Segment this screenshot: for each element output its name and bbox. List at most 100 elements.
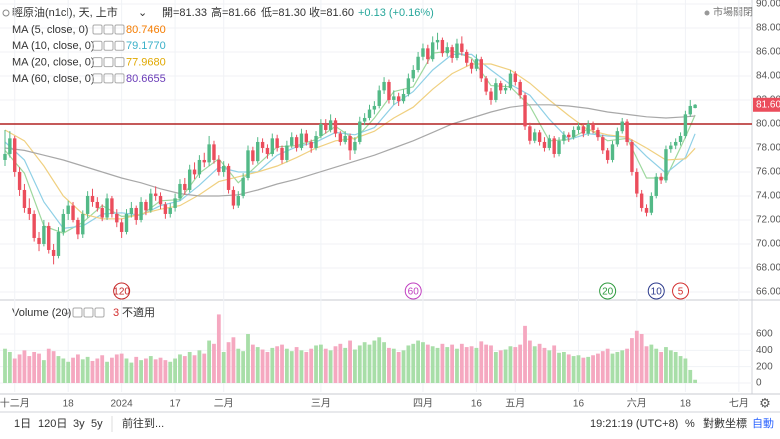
candle-body	[42, 225, 46, 244]
range-button[interactable]: 5y	[91, 418, 103, 430]
candle-body	[285, 145, 289, 160]
legend-icon[interactable]	[72, 307, 83, 318]
candle-body	[693, 104, 697, 108]
legend-icon[interactable]	[92, 73, 103, 84]
candle-body	[625, 121, 629, 142]
candle-body	[231, 189, 236, 206]
volume-bar	[309, 348, 314, 384]
volume-bar	[110, 357, 114, 384]
candle-body	[319, 123, 323, 136]
volume-bar	[474, 347, 479, 384]
x-tick-label: 三月	[311, 398, 331, 410]
legend-icon[interactable]	[114, 40, 125, 51]
legend-icon[interactable]	[103, 73, 114, 84]
goto-button[interactable]: 前往到...	[122, 416, 164, 430]
candle-body	[37, 237, 41, 244]
legend-icon[interactable]	[92, 57, 103, 68]
candle-body	[416, 56, 420, 70]
volume-bar	[328, 350, 333, 384]
candle-body	[328, 120, 333, 130]
volume-bar	[348, 340, 352, 384]
volume-bar	[168, 361, 173, 384]
legend-icon[interactable]	[103, 57, 114, 68]
volume-bar	[124, 358, 129, 384]
candle-body	[630, 141, 634, 172]
volume-bar	[275, 346, 280, 384]
candle-body	[173, 198, 177, 208]
volume-bar	[464, 347, 469, 384]
y-tick-label: 80.00	[756, 119, 780, 130]
period-marker	[599, 282, 617, 300]
log-toggle[interactable]: 對數坐標	[703, 416, 747, 430]
candle-body	[586, 123, 590, 134]
volume-bar	[197, 350, 202, 384]
candle-body	[129, 207, 134, 214]
ma-legend-value: 80.7460	[126, 24, 166, 36]
volume-bar	[498, 350, 503, 384]
volume-bar	[562, 351, 566, 384]
legend-icon[interactable]	[103, 40, 114, 51]
ma-legend-name[interactable]: MA (5, close, 0)	[12, 24, 88, 36]
ma-legend-name[interactable]: MA (10, close, 0)	[12, 40, 95, 52]
candle-body	[202, 159, 206, 163]
candle-body	[358, 121, 362, 142]
candle-body	[158, 195, 163, 205]
volume-bar	[207, 340, 212, 384]
legend-icon[interactable]	[114, 73, 125, 84]
candle-body	[61, 213, 66, 232]
legend-icon[interactable]	[103, 24, 114, 35]
volume-bar	[178, 354, 182, 384]
candle-body	[343, 135, 347, 142]
candle-body	[153, 193, 158, 196]
candle-body	[207, 144, 211, 163]
symbol[interactable]: 輕原油(n1cl), 天, 上市	[12, 5, 118, 19]
candle-body	[542, 141, 547, 148]
candle-body	[688, 105, 692, 115]
candle-body	[367, 109, 372, 118]
volume-bar	[430, 346, 435, 384]
auto-toggle[interactable]: 自動	[752, 416, 774, 430]
candle-body	[124, 213, 129, 232]
volume-legend[interactable]: Volume (20)	[12, 307, 71, 319]
volume-bar	[421, 342, 425, 384]
volume-bar	[673, 351, 678, 384]
candle-body	[479, 59, 483, 79]
candle-body	[81, 213, 85, 235]
volume-bar	[571, 356, 576, 384]
volume-bar	[7, 351, 12, 384]
volume-bar	[100, 355, 105, 384]
range-button[interactable]: 3y	[73, 418, 85, 430]
volume-bar	[221, 351, 226, 384]
legend-icon[interactable]	[92, 24, 103, 35]
ma-legend-name[interactable]: MA (20, close, 0)	[12, 57, 95, 69]
volume-bar	[615, 351, 620, 384]
range-button[interactable]: 120日	[38, 418, 67, 430]
candle-body	[51, 249, 56, 256]
volume-bar	[382, 342, 386, 384]
volume-bar	[586, 356, 591, 384]
symbol-dropdown[interactable]: ⌄	[138, 7, 147, 19]
volume-bar	[148, 356, 153, 384]
percent-toggle[interactable]: %	[685, 418, 695, 430]
candle-body	[110, 198, 114, 214]
y-tick-label: 78.00	[756, 143, 780, 154]
status-dot	[704, 10, 710, 16]
legend-icon[interactable]	[94, 307, 105, 318]
volume-bar	[241, 351, 246, 384]
range-button[interactable]: 1日	[14, 418, 31, 430]
candle-body	[32, 213, 36, 238]
volume-bar	[688, 369, 693, 384]
volume-bar	[105, 361, 109, 384]
volume-dropdown[interactable]: ⌄	[62, 306, 71, 318]
legend-icon[interactable]	[83, 307, 94, 318]
candle-body	[508, 73, 513, 88]
ma-legend-name[interactable]: MA (60, close, 0)	[12, 73, 95, 85]
volume-bar	[513, 347, 518, 384]
settings-gear[interactable]: ⚙	[759, 395, 771, 410]
legend-icon[interactable]	[92, 40, 103, 51]
legend-icon[interactable]	[114, 24, 125, 35]
legend-icon[interactable]	[114, 57, 125, 68]
volume-bar	[304, 351, 309, 384]
x-tick-label: 五月	[505, 398, 525, 410]
